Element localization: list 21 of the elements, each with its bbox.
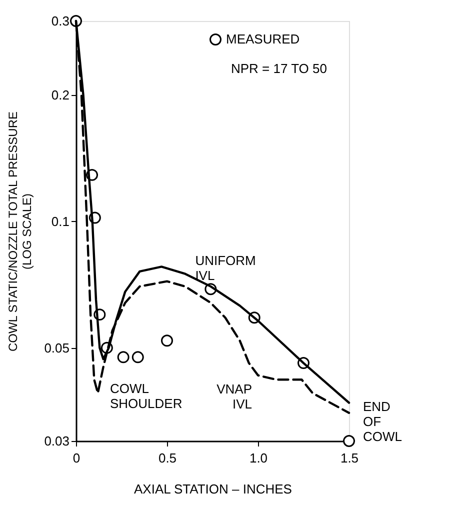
legend-label: MEASURED (226, 32, 300, 46)
point (132, 351, 144, 364)
y-tick-label: 0.2 (51, 87, 70, 102)
x-axis-title: AXIAL STATION – INCHES (134, 482, 292, 496)
annotation: COWL SHOULDER (110, 381, 182, 411)
y-tick-label: 0.3 (51, 14, 70, 28)
series-label: UNIFORM IVL (195, 252, 256, 283)
x-tick-label: 0 (72, 450, 80, 466)
point (343, 435, 355, 447)
text: END OF COWL (363, 399, 402, 444)
y-tick-label: 0.1 (51, 214, 70, 229)
y-tick-label: 0.03 (44, 434, 70, 448)
y-tick-label: 0.05 (44, 340, 70, 356)
point (117, 351, 130, 364)
point (161, 334, 173, 347)
annotation: NPR = 17 TO 50 (231, 61, 327, 76)
x-tick-label: 1.0 (249, 450, 268, 466)
x-tick-label: 0.5 (158, 450, 177, 466)
series-label: VNAP IVL (216, 381, 252, 412)
x-tick-label: 1.5 (340, 450, 359, 466)
y-axis-title: COWL STATIC/NOZZLE TOTAL PRESSURE (LOG SCALE) (6, 111, 34, 352)
